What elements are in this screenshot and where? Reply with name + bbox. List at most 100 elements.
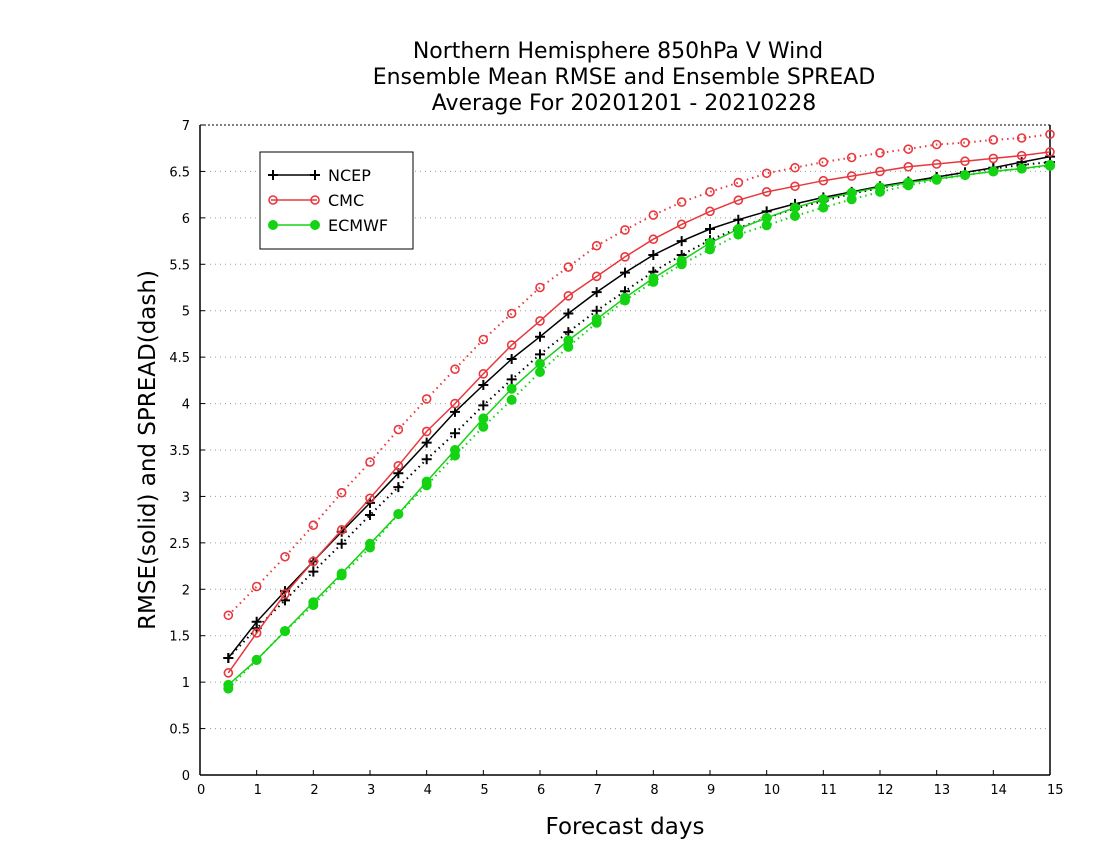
ecmwf-rmse-point — [365, 538, 375, 549]
cmc-spread-point — [846, 152, 857, 163]
cmc-spread-series — [223, 129, 1055, 621]
ncep-spread-point — [393, 482, 404, 493]
cmc-rmse-point — [620, 252, 630, 262]
cmc-spread-point — [733, 177, 744, 188]
cmc-spread-point — [365, 457, 375, 467]
cmc-spread-point — [393, 424, 404, 435]
cmc-spread-point — [790, 162, 800, 173]
cmc-spread-point — [421, 394, 432, 404]
ncep-spread-point — [280, 595, 290, 606]
ncep-rmse-point — [591, 287, 602, 298]
x-tick-label: 7 — [594, 783, 602, 798]
ncep-spread-point — [535, 349, 545, 360]
y-tick-label: 7 — [182, 119, 190, 134]
ncep-spread-point — [591, 305, 602, 316]
y-tick-label: 5.5 — [169, 258, 190, 273]
ncep-spread-point — [506, 374, 517, 385]
ecmwf-rmse-point — [336, 568, 347, 579]
x-tick-label: 4 — [424, 783, 432, 798]
ecmwf-rmse-point — [450, 445, 460, 455]
cmc-rmse-point — [733, 195, 744, 206]
ecmwf-rmse-point — [705, 237, 715, 248]
title-line-2: Ensemble Mean RMSE and Ensemble SPREAD — [373, 65, 876, 90]
cmc-rmse-point — [563, 291, 574, 301]
cmc-rmse-point — [365, 493, 375, 504]
cmc-rmse-point — [1016, 150, 1027, 161]
cmc-spread-point — [591, 240, 602, 251]
ncep-rmse-point — [620, 267, 630, 278]
cmc-rmse-point — [875, 166, 885, 177]
ncep-rmse-point — [648, 250, 659, 260]
ecmwf-spread-point — [535, 367, 545, 377]
ncep-rmse-point — [705, 224, 715, 234]
legend-marker — [268, 220, 278, 230]
cmc-rmse-point — [818, 175, 829, 186]
ncep-rmse-point — [676, 236, 687, 247]
y-tick-label: 4.5 — [169, 351, 190, 366]
y-axis-title: RMSE(solid) and SPREAD(dash) — [135, 270, 161, 630]
ecmwf-rmse-point — [535, 358, 545, 369]
cmc-spread-point — [818, 157, 829, 167]
cmc-rmse-point — [648, 234, 659, 245]
ecmwf-rmse-point — [846, 187, 857, 198]
cmc-rmse-point — [478, 369, 489, 379]
cmc-rmse-point — [393, 460, 404, 471]
ncep-spread-point — [308, 566, 319, 577]
ecmwf-rmse-point — [875, 182, 885, 193]
x-tick-label: 15 — [1047, 783, 1064, 798]
ecmwf-rmse-point — [790, 202, 800, 213]
legend-label: NCEP — [328, 166, 371, 185]
series-lines — [223, 129, 1055, 694]
x-tick-label: 13 — [934, 783, 951, 798]
ecmwf-rmse-series — [223, 159, 1055, 690]
ncep-rmse-point — [535, 331, 545, 342]
y-tick-label: 1.5 — [169, 630, 190, 645]
ecmwf-rmse-point — [1045, 159, 1055, 170]
x-tick-label: 3 — [367, 783, 375, 798]
cmc-spread-point — [903, 144, 914, 154]
ncep-rmse-point — [450, 406, 460, 417]
ecmwf-spread-line — [227, 164, 1051, 690]
legend-marker — [310, 195, 320, 205]
ecmwf-rmse-point — [506, 383, 517, 394]
cmc-rmse-point — [308, 556, 319, 567]
title-line-3: Average For 20201201 - 20210228 — [432, 91, 817, 116]
cmc-rmse-point — [506, 340, 517, 350]
x-tick-label: 12 — [877, 783, 894, 798]
cmc-rmse-point — [988, 153, 999, 164]
cmc-spread-point — [988, 135, 999, 145]
cmc-rmse-point — [1045, 147, 1055, 157]
ecmwf-rmse-point — [620, 292, 630, 303]
ncep-spread-point — [563, 327, 574, 338]
cmc-spread-point — [308, 520, 319, 531]
cmc-spread-point — [620, 225, 630, 235]
ecmwf-rmse-point — [223, 679, 234, 690]
legend-marker — [268, 170, 278, 180]
cmc-spread-point — [960, 137, 970, 148]
cmc-rmse-point — [421, 426, 432, 437]
ecmwf-rmse-point — [648, 273, 659, 284]
ncep-rmse-point — [421, 437, 432, 448]
cmc-rmse-point — [960, 156, 970, 167]
x-tick-label: 11 — [820, 783, 837, 798]
cmc-rmse-series — [223, 147, 1055, 678]
legend-item-cmc: CMC — [268, 191, 364, 210]
legend-item-ecmwf: ECMWF — [268, 216, 388, 235]
cmc-spread-point — [251, 581, 262, 592]
cmc-rmse-point — [903, 161, 914, 172]
ecmwf-rmse-point — [251, 654, 262, 665]
ncep-spread-point — [421, 454, 432, 465]
cmc-rmse-point — [591, 271, 602, 282]
y-tick-label: 3 — [182, 490, 190, 505]
x-tick-label: 2 — [310, 783, 318, 798]
ncep-rmse-point — [733, 214, 744, 225]
cmc-spread-point — [1045, 129, 1055, 140]
ecmwf-spread-point — [478, 421, 489, 432]
ecmwf-rmse-point — [393, 509, 404, 520]
y-tick-label: 6 — [182, 212, 190, 227]
y-tick-label: 1 — [182, 676, 190, 691]
legend-marker — [310, 170, 320, 180]
legend: NCEP CMC ECMWF — [259, 151, 414, 250]
ecmwf-rmse-point — [733, 224, 744, 234]
y-tick-label: 2 — [182, 583, 190, 598]
